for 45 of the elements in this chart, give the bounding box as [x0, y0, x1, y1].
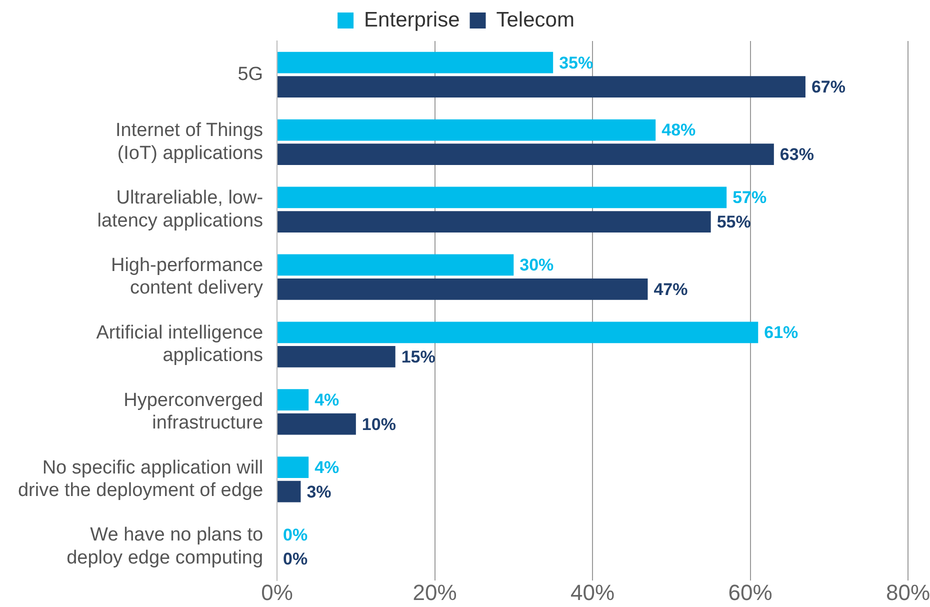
bar — [278, 186, 727, 208]
data-label: 4% — [314, 458, 340, 477]
data-label: 57% — [732, 188, 767, 208]
bar — [278, 346, 396, 368]
bar — [278, 480, 301, 502]
bar — [278, 322, 758, 344]
bar — [278, 76, 806, 98]
x-tick-label: 60% — [728, 580, 772, 605]
data-label: 35% — [559, 53, 594, 72]
bar — [278, 119, 656, 141]
data-label: 55% — [716, 212, 751, 232]
legend-label: Enterprise — [364, 8, 460, 32]
bar — [278, 389, 309, 411]
y-tick-label: 5G — [238, 64, 264, 85]
bar — [278, 52, 554, 74]
data-label: 15% — [401, 347, 436, 366]
data-label: 63% — [780, 145, 814, 164]
y-tick-label: Ultrareliable, low-latency applications — [97, 187, 264, 232]
bar — [278, 413, 356, 435]
x-tick-label: 0% — [261, 580, 293, 605]
y-tick-label: Artificial intelligence applications — [96, 322, 264, 366]
y-tick-label: High-performance content delivery — [110, 254, 264, 299]
x-tick-label: 80% — [886, 580, 930, 605]
bar — [278, 211, 711, 232]
bar — [278, 278, 648, 300]
y-tick-label: Hyperconverged infrastructure — [124, 390, 264, 434]
data-label: 47% — [654, 280, 688, 299]
data-label: 48% — [662, 120, 696, 140]
bar — [278, 456, 309, 478]
data-label: 61% — [764, 323, 798, 342]
y-tick-label: We have no plans to deploy edge computing — [66, 524, 264, 569]
data-label: 67% — [811, 78, 846, 97]
data-label: 10% — [362, 414, 396, 434]
bar — [278, 144, 774, 165]
data-label: 4% — [314, 390, 340, 410]
data-label: 30% — [520, 256, 554, 275]
y-tick-label: No specific application will drive the deployment of edge — [18, 457, 264, 502]
bar — [278, 254, 514, 276]
legend-label: Telecom — [496, 8, 574, 32]
x-tick-label: 40% — [570, 580, 615, 605]
data-label: 0% — [283, 525, 308, 544]
x-tick-label: 20% — [412, 580, 457, 605]
data-label: 0% — [283, 550, 308, 569]
data-label: 3% — [306, 482, 332, 502]
y-tick-label: Internet of Things (IoT) applications — [116, 120, 264, 164]
